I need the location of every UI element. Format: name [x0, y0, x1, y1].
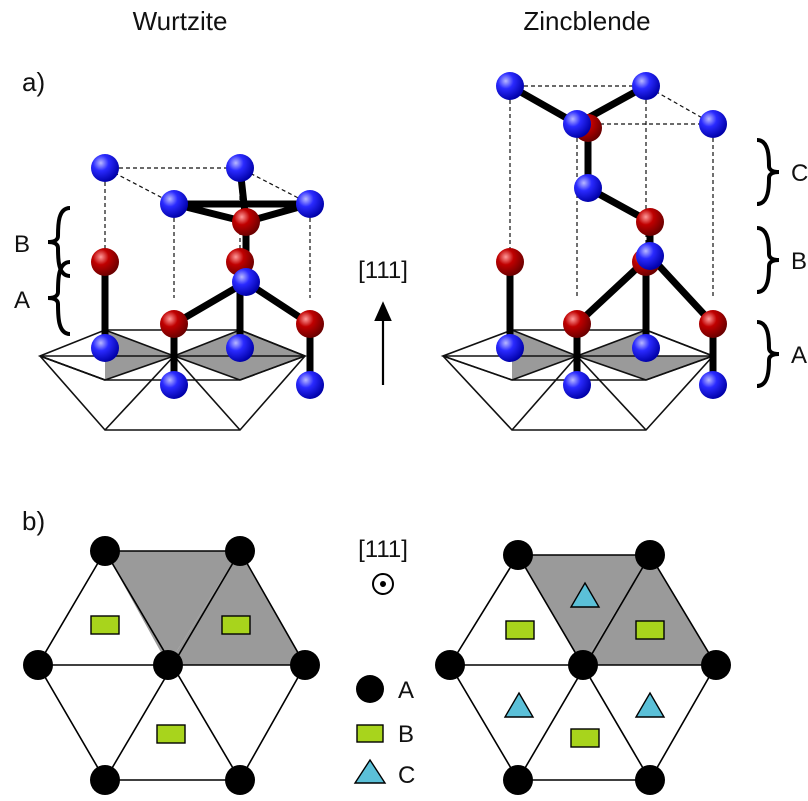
site-b [90, 615, 120, 635]
wurtzite-top-view [23, 536, 320, 795]
title-zincblende: Zincblende [523, 6, 650, 36]
zincblende-layer-braces: C B A [756, 138, 808, 388]
atom-red [636, 208, 664, 236]
site-a [290, 650, 320, 680]
zincblende-sites-a [435, 540, 731, 795]
atom-blue [636, 242, 664, 270]
atom-blue [699, 371, 727, 399]
atom-blue [563, 110, 591, 138]
legend: A B C [353, 675, 415, 789]
title-wurtzite: Wurtzite [133, 6, 228, 36]
layer-label-b: B [14, 231, 30, 258]
atom-red [496, 248, 524, 276]
site-a [225, 765, 255, 795]
site-a [90, 765, 120, 795]
site-a [435, 650, 465, 680]
legend-label-b: B [398, 721, 414, 748]
site-c [569, 581, 601, 608]
atom-red [91, 248, 119, 276]
direction-label-a: [111] [358, 257, 408, 284]
atom-red [160, 310, 188, 338]
wurtzite-structure: B A [14, 154, 324, 431]
site-b [505, 620, 535, 640]
site-c [503, 691, 535, 718]
atom-blue [91, 154, 119, 182]
atom-blue [574, 174, 602, 202]
legend-label-c: C [398, 762, 415, 789]
direction-label-b: [111] [358, 536, 408, 563]
panel-label-a: a) [22, 67, 45, 97]
zincblende-sites-b [505, 620, 665, 748]
site-a [635, 765, 665, 795]
atom-blue [632, 72, 660, 100]
wurtzite-sites-b [90, 615, 251, 744]
zincblende-atoms [496, 72, 727, 399]
layer-label-a: A [791, 342, 807, 369]
direction-out-of-plane: [111] [358, 536, 408, 595]
wurtzite-layer-braces: B A [14, 206, 71, 336]
site-a [568, 650, 598, 680]
atom-blue [563, 371, 591, 399]
zincblende-dashed-cell [509, 85, 716, 298]
layer-label-b: B [791, 248, 807, 275]
site-b [635, 620, 665, 640]
site-a [153, 650, 183, 680]
atom-blue [296, 371, 324, 399]
legend-symbol-b [356, 724, 384, 743]
site-b [221, 615, 251, 635]
wurtzite-dashed-cell [104, 167, 311, 298]
zincblende-bonds [506, 82, 717, 389]
atom-blue [632, 334, 660, 362]
atom-blue [232, 268, 260, 296]
atom-red [232, 208, 260, 236]
site-a [225, 536, 255, 566]
site-a [90, 536, 120, 566]
atom-blue [160, 371, 188, 399]
zincblende-top-view [435, 540, 731, 795]
site-a [635, 540, 665, 570]
legend-symbol-a [356, 675, 384, 703]
atom-blue [226, 154, 254, 182]
site-b [570, 728, 600, 748]
atom-red [699, 310, 727, 338]
direction-arrow-111: [111] [358, 257, 408, 385]
zincblende-structure: C B A [440, 72, 808, 431]
site-a [23, 650, 53, 680]
wurtzite-base-grid [37, 329, 308, 431]
atom-red [296, 310, 324, 338]
zincblende-sites-c [503, 581, 666, 718]
atom-blue [160, 190, 188, 218]
atom-blue [226, 334, 254, 362]
panel-label-b: b) [22, 506, 45, 536]
legend-symbol-c [353, 758, 387, 784]
site-c [634, 691, 666, 718]
atom-blue [496, 72, 524, 100]
out-of-plane-icon [372, 573, 394, 595]
atom-blue [699, 110, 727, 138]
atom-blue [91, 334, 119, 362]
wurtzite-atoms [91, 154, 324, 399]
site-a [503, 765, 533, 795]
legend-label-a: A [398, 677, 414, 704]
atom-red [563, 310, 591, 338]
layer-label-a: A [14, 287, 30, 314]
wurtzite-sites-a [23, 536, 320, 795]
site-b [156, 724, 186, 744]
atom-blue [496, 334, 524, 362]
site-a [701, 650, 731, 680]
atom-blue [296, 190, 324, 218]
layer-label-c: C [791, 160, 808, 187]
site-a [503, 540, 533, 570]
